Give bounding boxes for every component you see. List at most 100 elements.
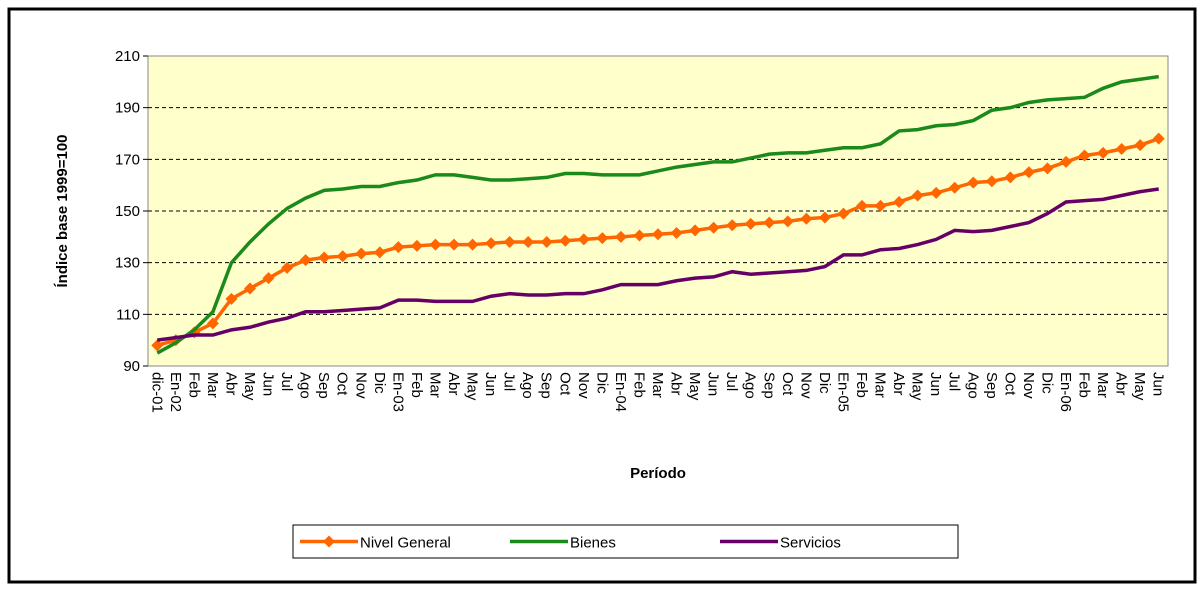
data-point [818, 211, 831, 224]
x-tick-label: Ago [297, 372, 314, 399]
y-tick-label: 170 [115, 151, 140, 168]
data-point [596, 232, 609, 245]
data-point [633, 229, 646, 242]
x-tick-label: Abr [222, 372, 239, 395]
x-tick-label: Jun [1150, 372, 1167, 396]
x-tick-label: Feb [630, 372, 647, 398]
y-tick-label: 150 [115, 203, 140, 220]
y-tick-label: 110 [116, 306, 140, 323]
x-tick-label: Feb [408, 372, 425, 398]
data-point [763, 216, 776, 229]
data-point [373, 246, 386, 259]
data-point [336, 250, 349, 263]
x-tick-label: Dic [371, 372, 388, 394]
x-tick-label: Feb [1076, 372, 1093, 398]
data-point [1152, 132, 1165, 145]
x-tick-label: Sep [315, 372, 332, 399]
data-point [522, 236, 535, 248]
x-tick-label: Ago [519, 372, 536, 399]
legend-label: Nivel General [360, 535, 451, 552]
x-tick-label: Mar [1094, 372, 1111, 398]
data-point [244, 282, 256, 295]
y-axis-label: Índice base 1999=100 [54, 134, 71, 287]
x-tick-label: Sep [760, 372, 777, 399]
x-tick-label: Abr [668, 372, 685, 395]
data-point [837, 207, 850, 220]
series-line [157, 187, 1159, 342]
legend-label: Servicios [780, 535, 841, 552]
data-point [1115, 143, 1128, 155]
y-tick-label: 190 [115, 100, 140, 117]
x-tick-label: Mar [872, 372, 889, 398]
data-point [781, 215, 794, 228]
data-point [967, 176, 980, 189]
x-tick-label: Dic [1038, 372, 1055, 394]
x-tick-label: En-05 [834, 372, 851, 412]
data-point [1004, 171, 1017, 184]
data-point [726, 219, 739, 232]
legend [292, 524, 959, 559]
x-tick-label: May [464, 372, 481, 401]
x-tick-label: Dic [816, 372, 833, 394]
x-tick-label: Jul [501, 372, 518, 391]
x-tick-label: Mar [204, 372, 221, 398]
x-tick-label: Sep [538, 372, 555, 399]
data-point [299, 254, 312, 267]
x-tick-label: Dic [593, 372, 610, 394]
data-point [893, 195, 906, 208]
x-tick-label: May [686, 372, 703, 401]
data-point [614, 230, 627, 243]
y-tick-label: 130 [115, 255, 140, 272]
x-tick-label: May [241, 372, 258, 401]
y-tick-label: 210 [115, 48, 140, 65]
x-tick-label: Feb [853, 372, 870, 398]
data-point [577, 233, 590, 246]
x-tick-label: Nov [797, 372, 814, 399]
x-tick-label: Jul [278, 372, 295, 391]
x-tick-label: Oct [334, 372, 351, 396]
data-point [151, 339, 164, 352]
data-point [448, 238, 460, 251]
data-point [318, 251, 331, 264]
data-point [1078, 149, 1091, 162]
x-tick-label: Feb [185, 372, 202, 398]
data-point [429, 238, 442, 251]
data-point [466, 238, 479, 251]
data-point [744, 217, 757, 230]
x-tick-label: Ago [742, 372, 759, 399]
data-point [281, 261, 294, 274]
x-tick-label: Abr [1113, 372, 1130, 395]
x-tick-label: En-04 [612, 372, 629, 412]
x-tick-label: Nov [1020, 372, 1037, 399]
x-tick-label: Jun [260, 372, 277, 396]
data-point [503, 236, 516, 248]
data-point [911, 189, 924, 202]
x-tick-label: Abr [445, 372, 462, 395]
x-tick-label: Oct [1001, 372, 1018, 396]
x-tick-label: Nov [575, 372, 592, 399]
x-tick-label: En-03 [389, 372, 406, 412]
legend-marker [323, 535, 335, 548]
x-tick-label: En-06 [1057, 372, 1074, 412]
x-tick-label: Mar [649, 372, 666, 398]
data-point [540, 236, 553, 248]
data-point [206, 317, 219, 330]
data-point [800, 212, 813, 225]
x-tick-label: Nov [352, 372, 369, 399]
x-tick-label: Abr [890, 372, 907, 395]
data-point [559, 234, 572, 247]
data-point [948, 181, 961, 194]
series-line [156, 74, 1159, 355]
data-point [262, 272, 275, 285]
x-tick-label: Jun [482, 372, 499, 396]
data-point [1022, 166, 1035, 179]
x-tick-label: Jun [927, 372, 944, 396]
x-tick-label: May [909, 372, 926, 401]
data-point [985, 175, 998, 188]
x-tick-label: Jul [723, 372, 740, 391]
x-tick-label: dic-01 [148, 372, 165, 413]
plot-area [147, 55, 1169, 367]
x-tick-label: Mar [426, 372, 443, 398]
